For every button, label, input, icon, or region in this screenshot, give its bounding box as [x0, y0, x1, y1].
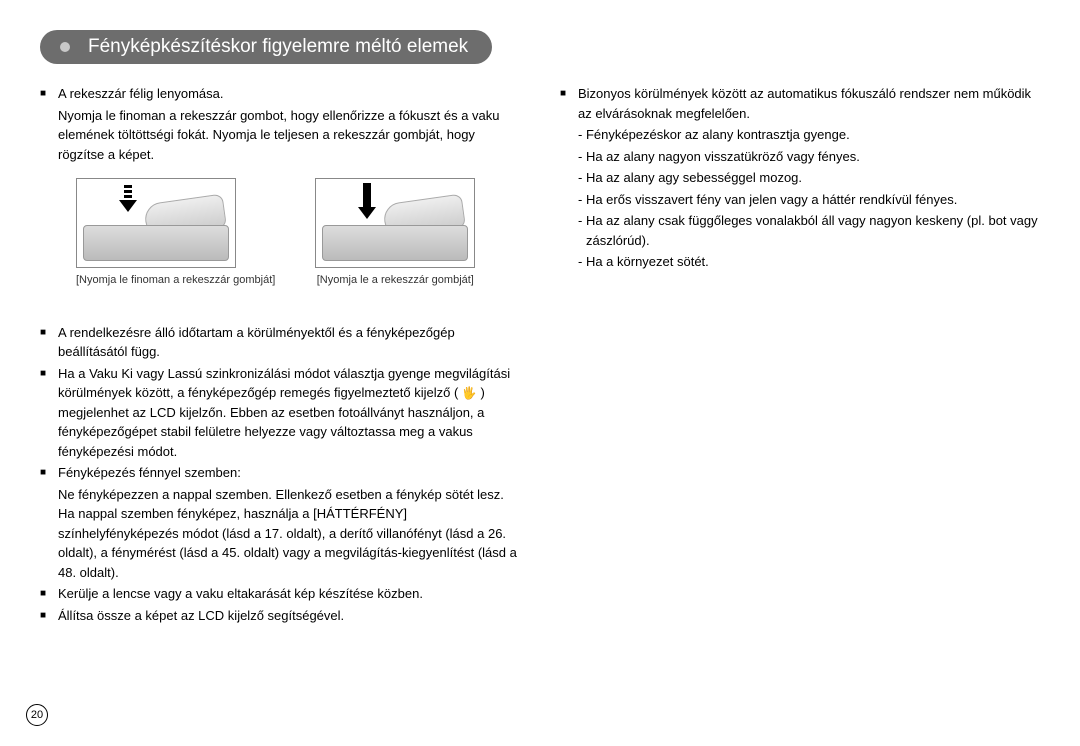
- left-column: ■ A rekeszzár félig lenyomása. Nyomja le…: [40, 84, 520, 627]
- dash-fast-moving: - Ha az alany agy sebességgel mozog.: [578, 168, 1040, 188]
- dash-bright-background: - Ha erős visszavert fény van jelen vagy…: [578, 190, 1040, 210]
- dash-low-contrast: - Fényképezéskor az alany kontrasztja gy…: [578, 125, 1040, 145]
- figure-caption: [Nyomja le a rekeszzár gombját]: [315, 272, 475, 289]
- camera-illustration: [315, 178, 475, 268]
- square-bullet-icon: ■: [40, 606, 58, 626]
- camera-illustration: [76, 178, 236, 268]
- bullet-text: A rekeszzár félig lenyomása.: [58, 84, 520, 104]
- figure-row: [Nyomja le finoman a rekeszzár gombját] …: [76, 178, 520, 289]
- square-bullet-icon: ■: [40, 584, 58, 604]
- bullet-text: Fényképezés fénnyel szemben:: [58, 463, 520, 483]
- dash-dark-env: - Ha a környezet sötét.: [578, 252, 1040, 272]
- bullet-text: Ha a Vaku Ki vagy Lassú szinkronizálási …: [58, 364, 520, 462]
- bullet-flash-off: ■ Ha a Vaku Ki vagy Lassú szinkronizálás…: [40, 364, 520, 462]
- half-press-body: Nyomja le finoman a rekeszzár gombot, ho…: [58, 106, 520, 165]
- down-arrow-dashed-icon: [119, 183, 137, 212]
- bullet-avoid-cover: ■ Kerülje a lencse vagy a vaku eltakarás…: [40, 584, 520, 604]
- figure-half-press: [Nyomja le finoman a rekeszzár gombját]: [76, 178, 275, 289]
- square-bullet-icon: ■: [40, 364, 58, 462]
- page-number: 20: [26, 704, 48, 726]
- bullet-half-press: ■ A rekeszzár félig lenyomása.: [40, 84, 520, 104]
- square-bullet-icon: ■: [40, 463, 58, 483]
- square-bullet-icon: ■: [40, 323, 58, 362]
- square-bullet-icon: ■: [40, 84, 58, 104]
- header-dot-icon: [60, 42, 70, 52]
- bullet-text: Kerülje a lencse vagy a vaku eltakarását…: [58, 584, 520, 604]
- figure-caption: [Nyomja le finoman a rekeszzár gombját]: [76, 272, 275, 289]
- figure-full-press: [Nyomja le a rekeszzár gombját]: [315, 178, 475, 289]
- bullet-text: Állítsa össze a képet az LCD kijelző seg…: [58, 606, 520, 626]
- page-header: Fényképkészítéskor figyelemre méltó elem…: [40, 30, 492, 64]
- flash-text-a: Ha a Vaku Ki vagy Lassú szinkronizálási …: [58, 366, 510, 401]
- page-title: Fényképkészítéskor figyelemre méltó elem…: [88, 36, 468, 58]
- right-column: ■ Bizonyos körülmények között az automat…: [560, 84, 1040, 627]
- content-columns: ■ A rekeszzár félig lenyomása. Nyomja le…: [40, 84, 1040, 627]
- dash-vertical-lines: - Ha az alany csak függőleges vonalakból…: [578, 211, 1040, 250]
- camera-shake-icon: 🖐: [462, 384, 477, 402]
- down-arrow-solid-icon: [358, 183, 376, 219]
- bullet-compose: ■ Állítsa össze a képet az LCD kijelző s…: [40, 606, 520, 626]
- square-bullet-icon: ■: [560, 84, 578, 123]
- dash-reflective: - Ha az alany nagyon visszatükröző vagy …: [578, 147, 1040, 167]
- bullet-duration: ■ A rendelkezésre álló időtartam a körül…: [40, 323, 520, 362]
- bullet-backlight: ■ Fényképezés fénnyel szemben:: [40, 463, 520, 483]
- bullet-text: Bizonyos körülmények között az automatik…: [578, 84, 1040, 123]
- backlight-body: Ne fényképezzen a nappal szemben. Ellenk…: [58, 485, 520, 583]
- bullet-af-limitations: ■ Bizonyos körülmények között az automat…: [560, 84, 1040, 123]
- bullet-text: A rendelkezésre álló időtartam a körülmé…: [58, 323, 520, 362]
